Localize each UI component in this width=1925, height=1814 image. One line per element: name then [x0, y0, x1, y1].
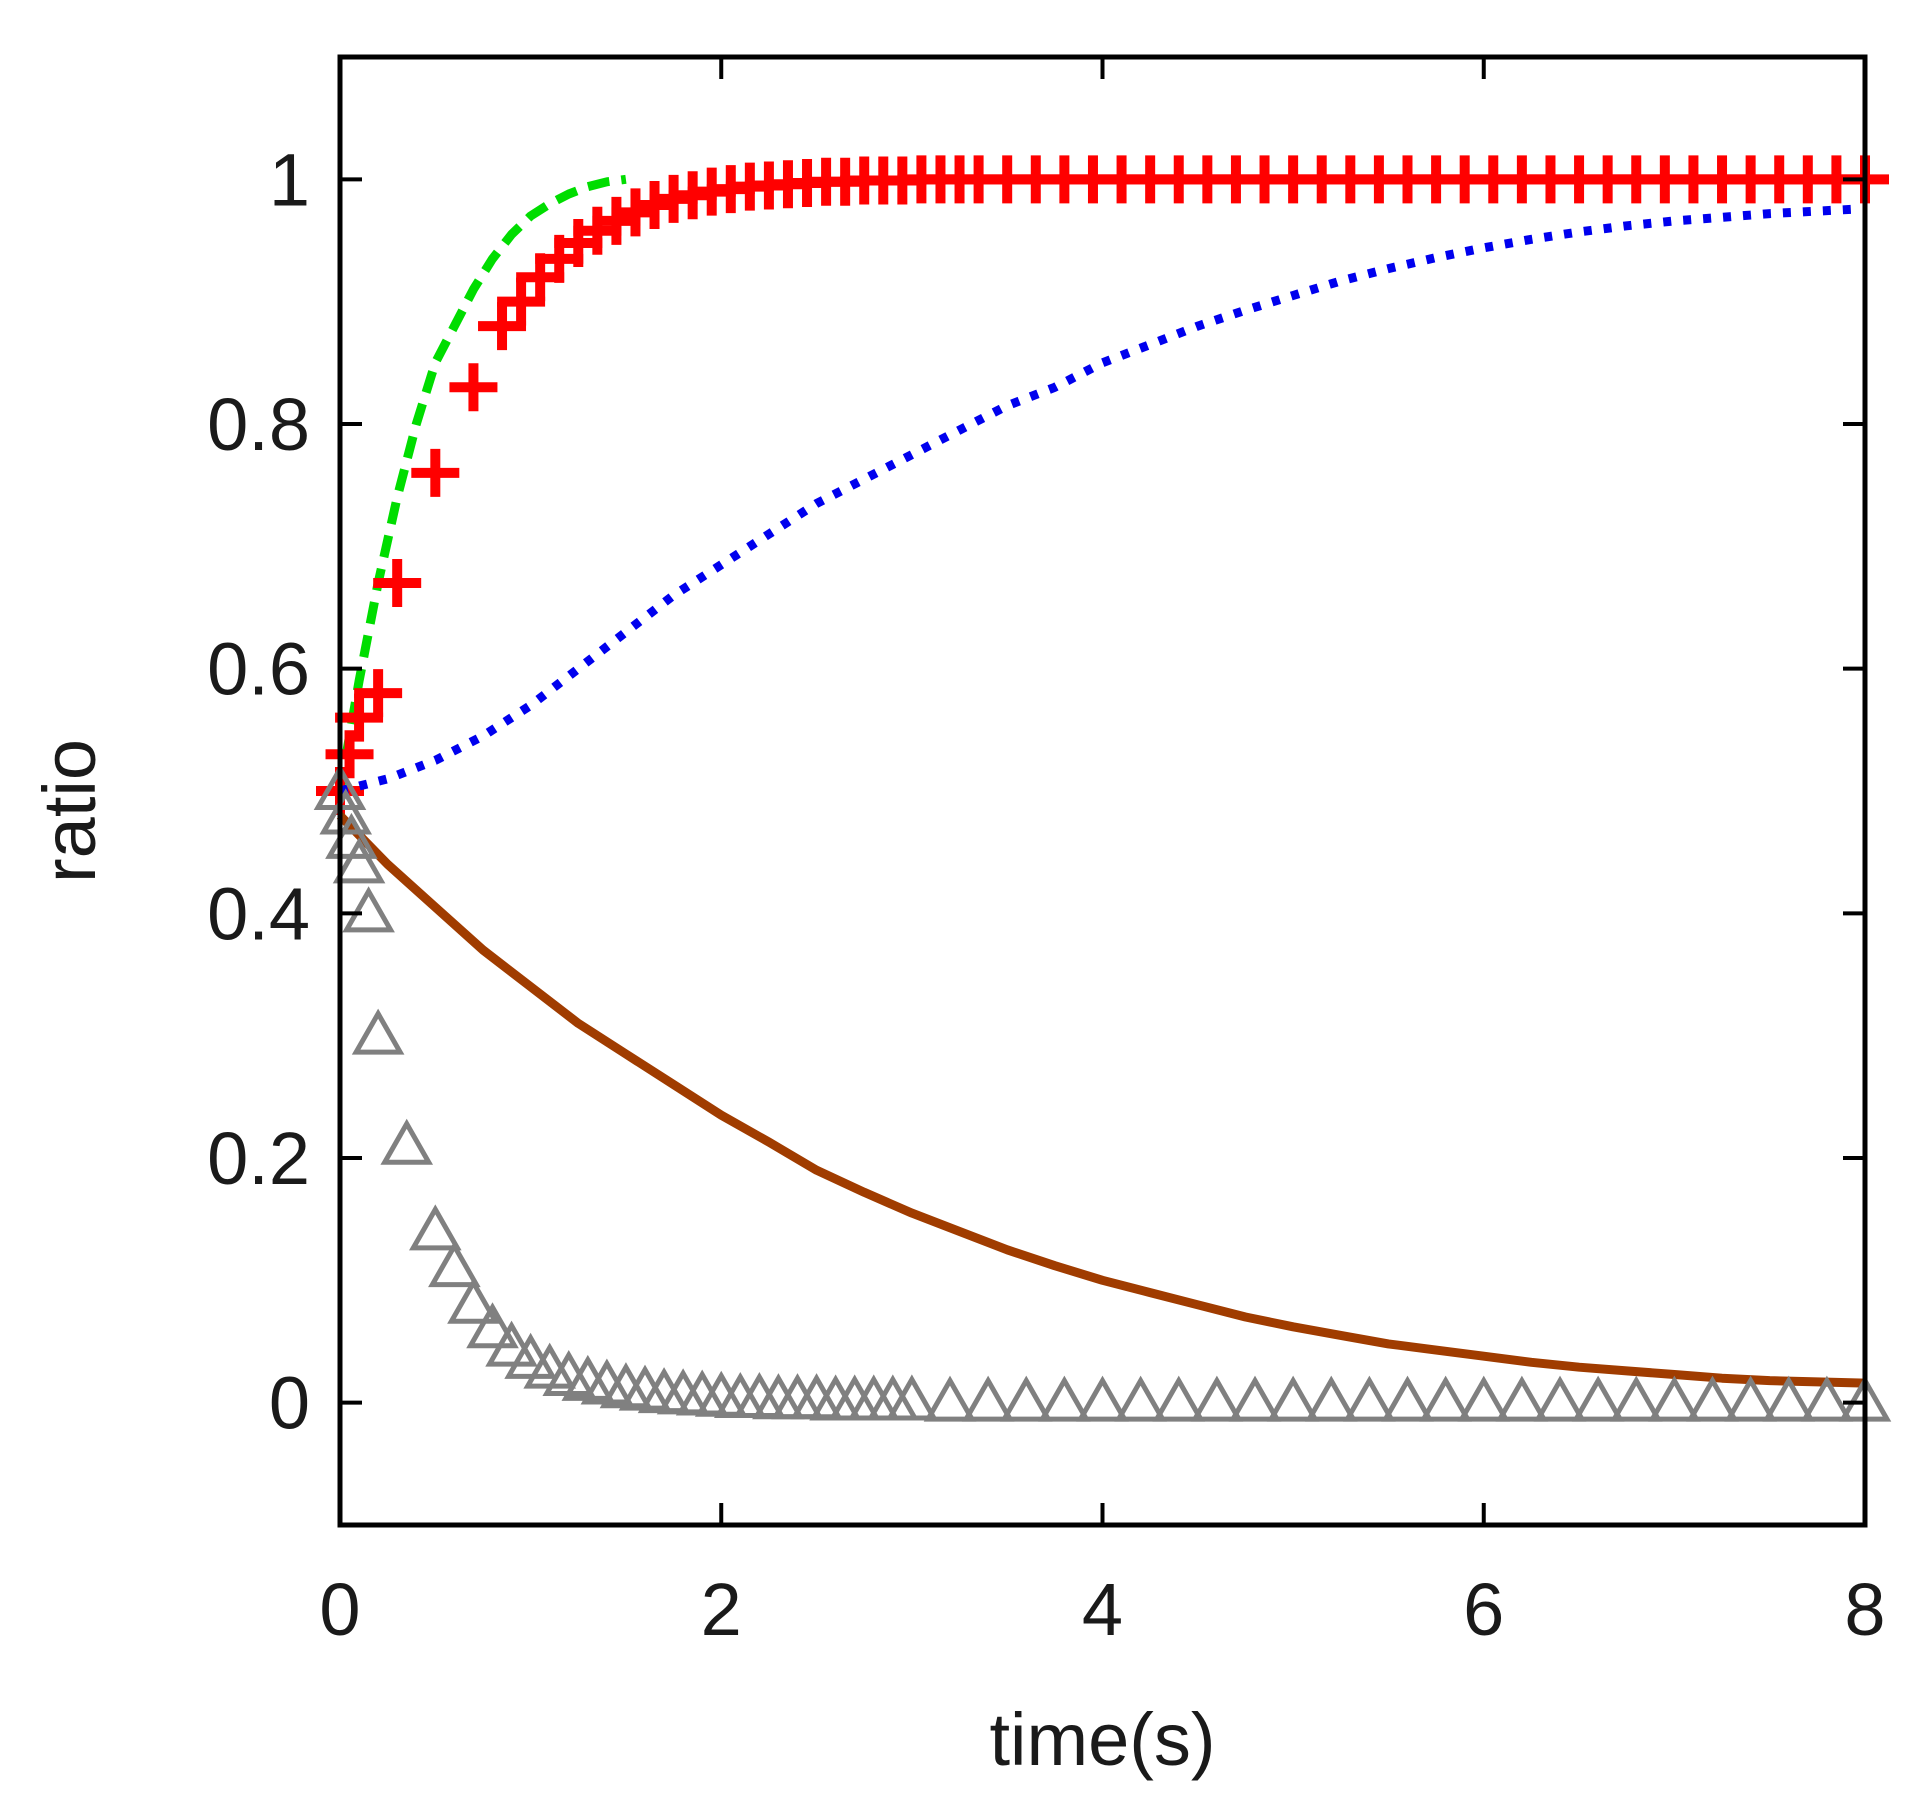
- triangle-marker: [1686, 1375, 1739, 1422]
- triangle-marker: [1533, 1375, 1587, 1422]
- triangle-marker: [1457, 1375, 1511, 1422]
- plus-marker: [325, 730, 374, 779]
- series-red-plus-markers: [316, 155, 1889, 815]
- x-tick-label: 6: [1463, 1568, 1504, 1651]
- y-tick-label: 0.4: [207, 872, 310, 955]
- y-tick-label: 0.8: [207, 383, 310, 466]
- series-green-dashed-curve: [335, 174, 627, 792]
- plus-marker: [335, 693, 384, 742]
- y-tick-label: 1: [269, 138, 310, 221]
- tick-labels: 0 2 4 6 8 0 0.2 0.4 0.6 0.8 1: [207, 138, 1885, 1651]
- triangle-marker: [1381, 1375, 1434, 1422]
- triangle-marker: [961, 1375, 1015, 1422]
- triangle-marker: [447, 1277, 500, 1324]
- x-tick-label: 4: [1082, 1568, 1123, 1651]
- series-blue-dotted-curve: [338, 204, 1866, 796]
- y-tick-label: 0.6: [207, 628, 310, 711]
- plus-marker: [354, 669, 403, 718]
- triangle-marker: [1495, 1375, 1549, 1422]
- series-brown-solid-curve: [336, 812, 1866, 1388]
- series-line: [336, 812, 1866, 1388]
- triangle-marker: [885, 1374, 939, 1421]
- x-tick-label: 8: [1844, 1568, 1885, 1651]
- triangle-marker: [409, 1204, 462, 1251]
- triangle-marker: [1228, 1375, 1282, 1422]
- triangle-marker: [1648, 1375, 1701, 1422]
- triangle-marker: [999, 1375, 1053, 1422]
- y-tick-label: 0: [269, 1362, 310, 1445]
- triangle-marker: [1038, 1375, 1091, 1422]
- triangle-marker: [1114, 1375, 1167, 1422]
- series-layer: [313, 155, 1892, 1422]
- triangle-marker: [1724, 1375, 1777, 1422]
- series-line: [335, 174, 627, 792]
- plus-marker: [497, 277, 546, 326]
- triangle-marker: [485, 1320, 538, 1367]
- plot-frame: [337, 54, 1868, 1528]
- triangle-marker: [1800, 1375, 1854, 1422]
- triangle-marker: [1076, 1375, 1129, 1422]
- x-axis-label: time(s): [989, 1698, 1215, 1781]
- triangle-marker: [1571, 1375, 1625, 1422]
- y-axis-label: ratio: [28, 739, 111, 883]
- series-gray-triangle-markers: [313, 763, 1892, 1422]
- triangle-marker: [1152, 1375, 1206, 1422]
- triangle-marker: [923, 1375, 977, 1422]
- triangle-marker: [351, 1008, 405, 1055]
- triangle-marker: [428, 1241, 481, 1288]
- triangle-marker: [342, 886, 395, 933]
- triangle-marker: [1304, 1375, 1358, 1422]
- triangle-marker: [1190, 1375, 1244, 1422]
- y-tick-label: 0.2: [207, 1117, 310, 1200]
- triangle-marker: [1266, 1375, 1320, 1422]
- plus-marker: [478, 302, 527, 351]
- triangle-marker: [380, 1118, 434, 1165]
- triangle-marker: [1762, 1375, 1816, 1422]
- plus-marker: [411, 448, 460, 497]
- series-line: [338, 204, 1866, 796]
- plus-marker: [373, 559, 422, 608]
- x-tick-label: 0: [319, 1568, 360, 1651]
- triangle-marker: [1609, 1375, 1663, 1422]
- triangle-marker: [1343, 1375, 1396, 1422]
- triangle-marker: [332, 837, 386, 884]
- x-tick-label: 2: [701, 1568, 742, 1651]
- triangle-marker: [1419, 1375, 1472, 1422]
- triangle-marker: [466, 1302, 519, 1349]
- plus-marker: [449, 363, 498, 412]
